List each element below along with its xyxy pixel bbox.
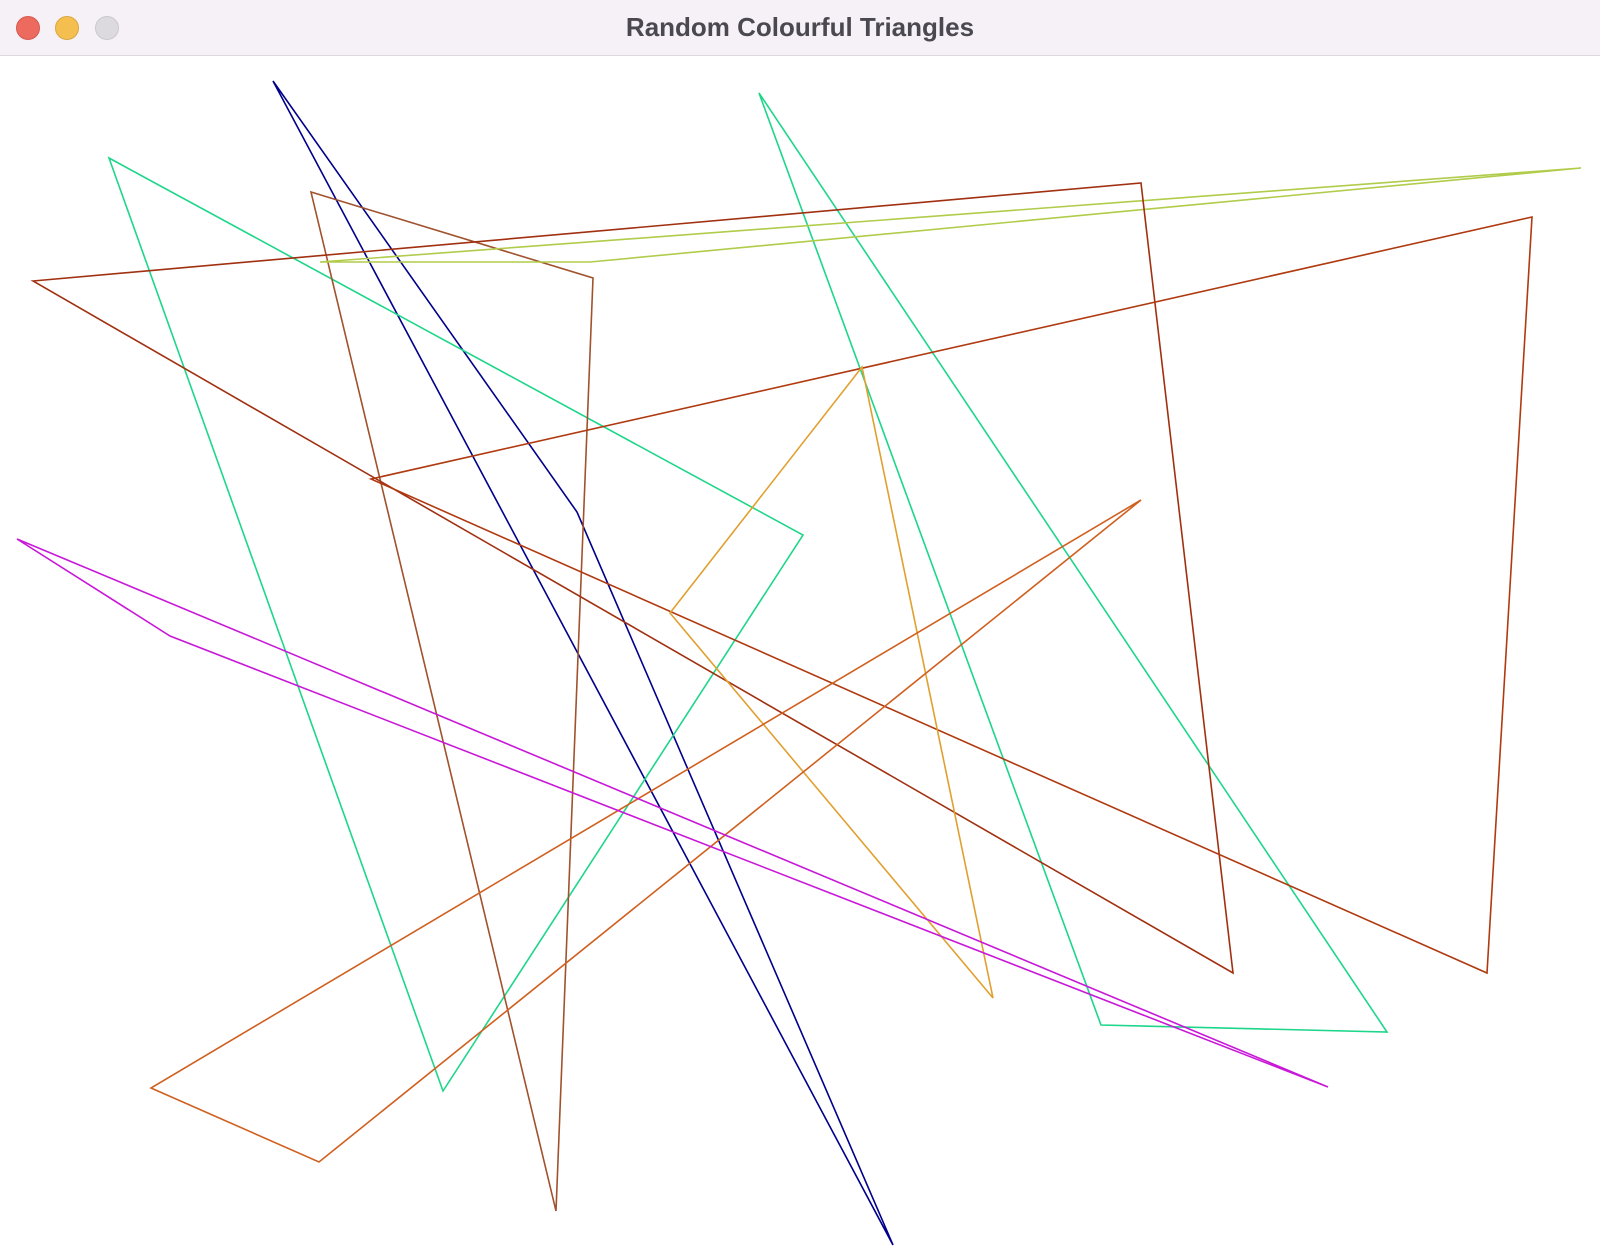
triangle-8 (668, 365, 994, 999)
triangle-10 (16, 538, 1329, 1088)
triangle-6 (30, 182, 1234, 975)
triangle-3 (758, 92, 1389, 1033)
window-title: Random Colourful Triangles (625, 12, 975, 42)
triangle-5 (319, 167, 1582, 263)
drawing-canvas (0, 56, 1600, 1256)
triangles-svg (16, 80, 1582, 1246)
title-bar[interactable]: Random Colourful Triangles (0, 0, 1600, 56)
close-button[interactable] (16, 16, 40, 40)
triangle-7 (368, 215, 1533, 975)
triangle-9 (149, 499, 1142, 1163)
zoom-button[interactable] (95, 16, 119, 40)
triangle-1 (272, 80, 894, 1246)
minimize-button[interactable] (55, 16, 79, 40)
triangle-4 (309, 190, 594, 1212)
